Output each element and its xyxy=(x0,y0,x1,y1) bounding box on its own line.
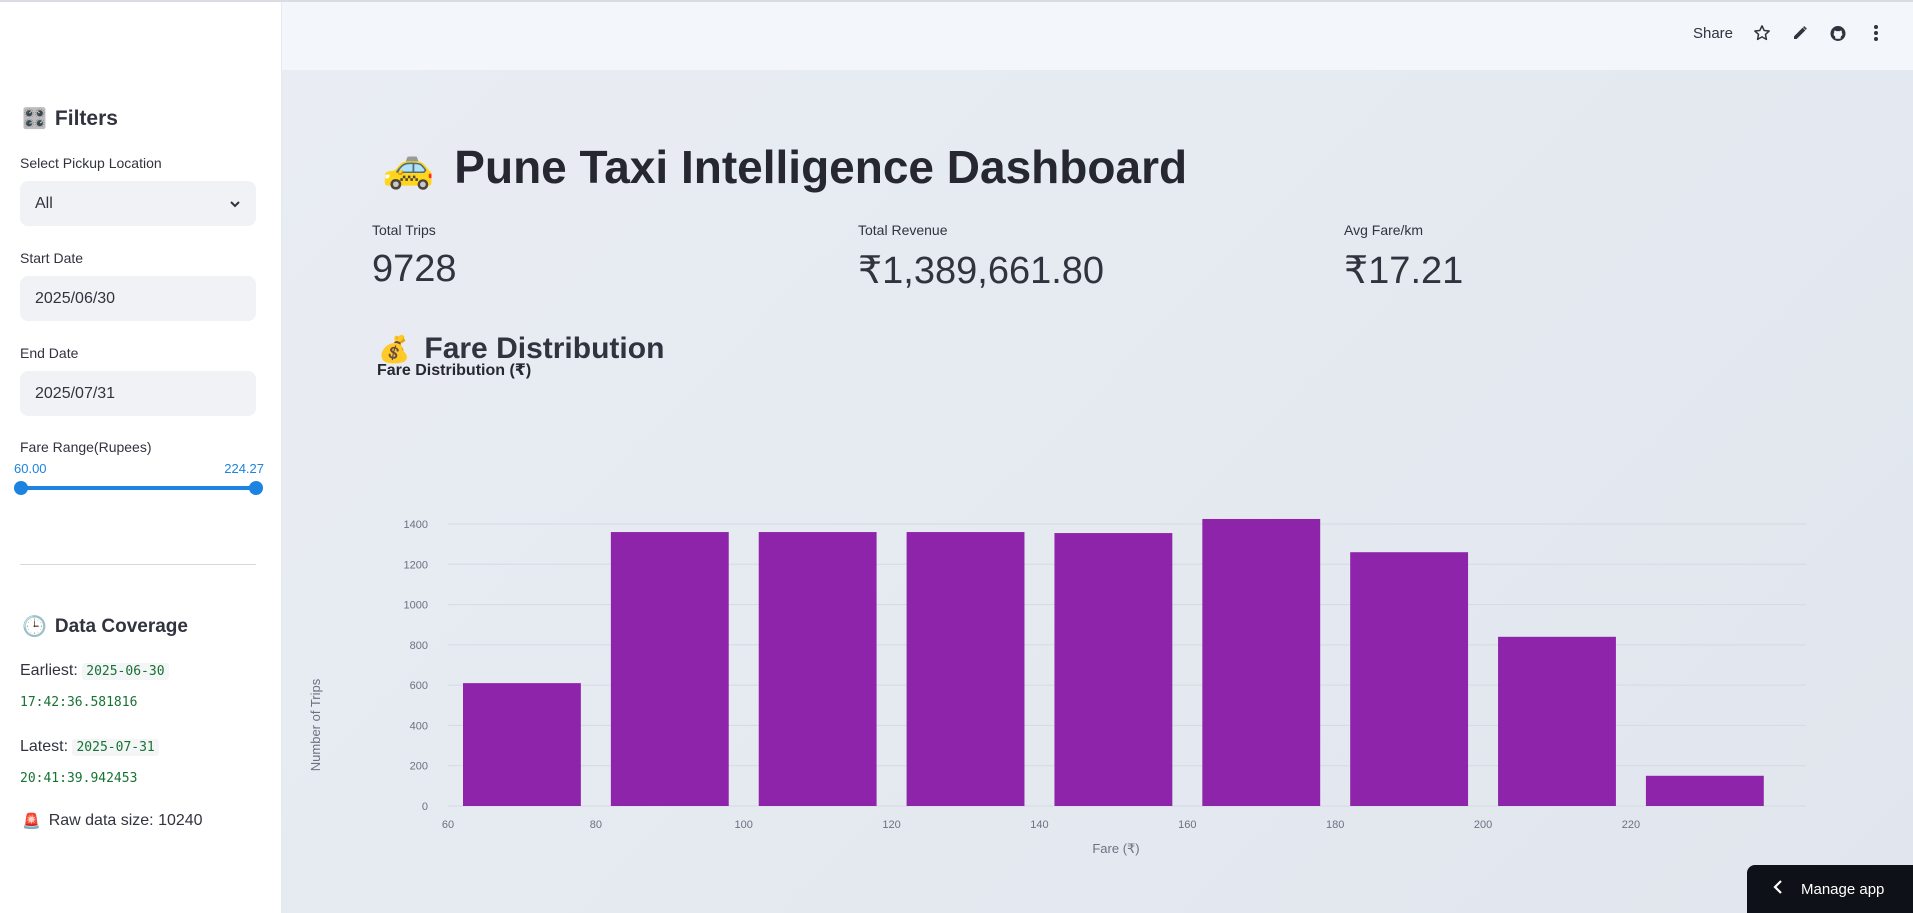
x-tick-label: 140 xyxy=(1030,819,1048,831)
x-tick-label: 160 xyxy=(1178,819,1196,831)
metric-avg-fare: Avg Fare/km ₹17.21 xyxy=(1344,222,1463,293)
fare-range-min: 60.00 xyxy=(14,461,47,476)
latest-time: 20:41:39.942453 xyxy=(20,771,138,786)
earliest-row: Earliest: 2025-06-30 xyxy=(20,662,169,680)
coverage-heading: 🕒 Data Coverage xyxy=(22,614,188,639)
metric-label: Avg Fare/km xyxy=(1344,222,1424,238)
histogram-bar xyxy=(463,683,581,806)
pickup-select-value: All xyxy=(35,194,53,212)
x-tick-label: 220 xyxy=(1622,819,1640,831)
latest-date: 2025-07-31 xyxy=(72,739,159,756)
page-title: 🚕 Pune Taxi Intelligence Dashboard xyxy=(382,140,1187,194)
fare-range-max: 224.27 xyxy=(224,461,264,476)
y-tick-label: 200 xyxy=(410,761,428,773)
money-bag-icon: 💰 xyxy=(378,333,411,364)
x-tick-label: 100 xyxy=(735,819,753,831)
siren-icon: 🚨 xyxy=(22,813,41,830)
histogram-bar xyxy=(906,532,1025,806)
fare-chart-container: Fare Distribution (₹) 0 200 400 600 800 1000 1… xyxy=(282,70,1913,913)
metric-total-revenue: Total Revenue ₹1,389,661.80 xyxy=(858,222,1104,293)
y-tick-label: 0 xyxy=(422,801,428,813)
metric-value: 9728 xyxy=(372,248,457,290)
section-title: 💰 Fare Distribution xyxy=(378,332,664,366)
histogram-bar xyxy=(1202,518,1321,806)
y-tick-label: 400 xyxy=(410,720,428,732)
latest-row: Latest: 2025-07-31 xyxy=(20,738,159,756)
chevron-down-icon xyxy=(229,198,241,210)
main-content: 🚕 Pune Taxi Intelligence Dashboard Total… xyxy=(282,70,1913,913)
filters-heading: 🎛️ Filters xyxy=(22,106,118,131)
histogram-bar xyxy=(1498,636,1616,806)
earliest-label: Earliest: xyxy=(20,662,78,679)
x-tick-label: 60 xyxy=(442,819,454,831)
fare-range-track[interactable] xyxy=(20,486,256,490)
fare-range-min-handle[interactable] xyxy=(14,481,28,495)
star-icon[interactable] xyxy=(1753,24,1771,42)
y-tick-label: 1400 xyxy=(404,519,428,531)
start-date-label: Start Date xyxy=(20,250,84,266)
y-tick-label: 1000 xyxy=(404,600,428,612)
filters-title: Filters xyxy=(54,106,118,130)
metric-value: ₹17.21 xyxy=(1344,250,1464,292)
x-axis-title: Fare (₹) xyxy=(1092,841,1139,856)
manage-app-label: Manage app xyxy=(1801,880,1885,898)
histogram-bar xyxy=(1645,775,1764,806)
pickup-label: Select Pickup Location xyxy=(20,155,162,171)
raw-size-text: Raw data size: 10240 xyxy=(48,812,203,829)
header-toolbar: Share xyxy=(1693,24,1885,42)
y-tick-label: 600 xyxy=(410,680,428,692)
x-tick-label: 80 xyxy=(590,819,602,831)
more-vertical-icon[interactable] xyxy=(1867,24,1885,42)
histogram-bar xyxy=(610,532,729,806)
chevron-left-icon xyxy=(1773,880,1783,898)
start-date-value: 2025/06/30 xyxy=(35,289,116,307)
metric-value: ₹1,389,661.80 xyxy=(858,250,1105,292)
pencil-icon[interactable] xyxy=(1791,24,1809,42)
earliest-date: 2025-06-30 xyxy=(82,663,169,680)
y-axis-title: Number of Trips xyxy=(308,678,323,771)
x-tick-label: 180 xyxy=(1326,819,1344,831)
pickup-select[interactable]: All xyxy=(20,181,256,226)
manage-app-button[interactable]: Manage app xyxy=(1747,865,1913,913)
histogram-bar xyxy=(1054,533,1173,806)
fare-range-max-handle[interactable] xyxy=(249,481,263,495)
page-title-text: Pune Taxi Intelligence Dashboard xyxy=(454,141,1188,193)
sidebar-divider xyxy=(20,564,256,565)
top-border xyxy=(0,0,1913,2)
histogram-bar xyxy=(1350,552,1469,806)
github-icon[interactable] xyxy=(1829,24,1847,42)
end-date-input[interactable]: 2025/07/31 xyxy=(20,371,256,416)
app-header: Share xyxy=(282,2,1913,70)
start-date-input[interactable]: 2025/06/30 xyxy=(20,276,256,321)
coverage-title: Data Coverage xyxy=(54,615,188,637)
section-title-text: Fare Distribution xyxy=(424,332,665,365)
metric-label: Total Trips xyxy=(372,222,436,238)
end-date-value: 2025/07/31 xyxy=(35,384,116,402)
histogram-bar xyxy=(758,532,877,806)
y-tick-label: 1200 xyxy=(404,559,428,571)
y-tick-label: 800 xyxy=(410,640,428,652)
clock-icon: 🕒 xyxy=(22,616,47,638)
earliest-time: 17:42:36.581816 xyxy=(20,695,138,710)
share-button[interactable]: Share xyxy=(1692,24,1733,42)
metric-label: Total Revenue xyxy=(858,222,948,238)
end-date-label: End Date xyxy=(20,345,79,361)
x-tick-label: 120 xyxy=(882,819,900,831)
raw-size-row: 🚨 Raw data size: 10240 xyxy=(22,812,203,830)
taxi-icon: 🚕 xyxy=(382,142,435,190)
latest-label: Latest: xyxy=(20,738,69,755)
control-knobs-icon: 🎛️ xyxy=(22,108,47,130)
metric-total-trips: Total Trips 9728 xyxy=(372,222,457,291)
fare-range-label: Fare Range(Rupees) xyxy=(20,439,152,455)
sidebar: 🎛️ Filters Select Pickup Location All St… xyxy=(0,0,282,913)
x-tick-label: 200 xyxy=(1474,819,1492,831)
fare-histogram: 0 200 400 600 800 1000 1200 1400 60 80 100 120 140 16… xyxy=(308,518,1806,856)
